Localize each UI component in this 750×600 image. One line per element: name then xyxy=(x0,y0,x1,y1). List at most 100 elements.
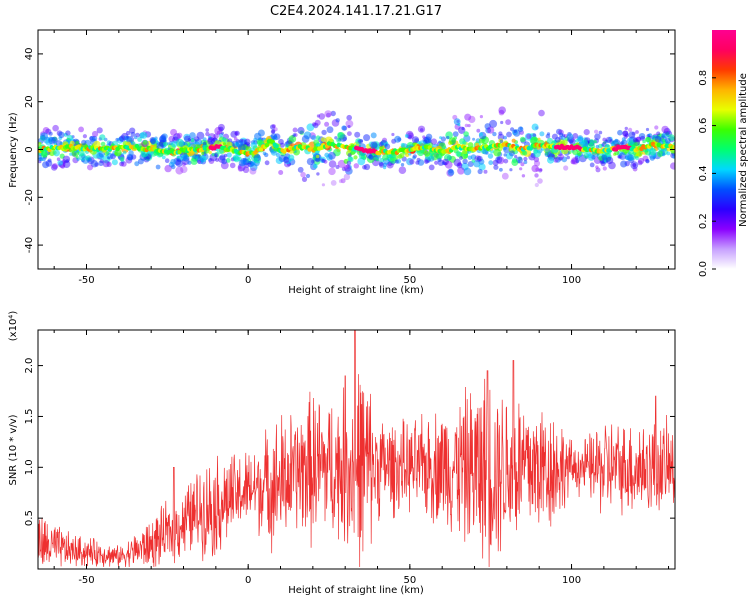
heatmap-cell xyxy=(211,153,215,157)
y-tick-label: -40 xyxy=(24,237,35,253)
heatmap-cell xyxy=(195,155,199,159)
heatmap-cell xyxy=(278,138,284,145)
heatmap-cell xyxy=(40,132,48,141)
heatmap-cell xyxy=(533,156,540,163)
heatmap-cell xyxy=(271,124,276,129)
heatmap-cell xyxy=(574,156,579,160)
heatmap-cell xyxy=(422,135,426,139)
heatmap-cell xyxy=(427,139,432,143)
heatmap-cell xyxy=(598,130,603,135)
heatmap-cell xyxy=(632,137,638,143)
heatmap-cell xyxy=(457,167,465,175)
heatmap-cell xyxy=(341,166,347,172)
heatmap-cell xyxy=(316,114,320,118)
heatmap-cell xyxy=(305,173,311,179)
heatmap-cell xyxy=(57,160,63,166)
heatmap-cell xyxy=(52,124,59,132)
heatmap-cell xyxy=(208,150,212,155)
heatmap-cell xyxy=(560,135,566,141)
heatmap-cell xyxy=(338,179,343,184)
heatmap-cell xyxy=(264,160,270,166)
heatmap-cell xyxy=(514,155,518,159)
heatmap-cell xyxy=(499,139,504,144)
heatmap-cell xyxy=(566,133,574,141)
heatmap-cell xyxy=(353,155,358,160)
heatmap-cell xyxy=(476,128,481,133)
heatmap-cell xyxy=(656,131,661,136)
heatmap-cell xyxy=(250,142,258,149)
heatmap-cell xyxy=(526,133,532,139)
heatmap-cell xyxy=(602,137,607,142)
colorbar-tick-label: 0.8 xyxy=(698,70,709,86)
snr-panel: -50 0 50 100 0.5 1.0 1.5 2.0 Height of straight… xyxy=(8,311,676,596)
x-tick-label: -50 xyxy=(78,575,94,586)
heatmap-cell xyxy=(202,137,207,142)
heatmap-cell xyxy=(194,136,200,142)
heatmap-cell xyxy=(221,131,224,135)
heatmap-cell xyxy=(90,160,99,168)
heatmap-cell xyxy=(455,151,461,157)
heatmap-cell xyxy=(315,154,320,159)
heatmap-cell xyxy=(467,155,473,160)
heatmap-cell xyxy=(399,152,405,158)
spectrogram-ticks: -50 0 50 100 -40 -20 0 20 40 xyxy=(24,30,675,286)
x-tick-label: 0 xyxy=(245,275,251,286)
heatmap-cell xyxy=(234,131,239,136)
heatmap-cell xyxy=(65,130,71,136)
x-tick-label: -50 xyxy=(78,275,94,286)
heatmap-cell xyxy=(42,126,50,134)
heatmap-cell xyxy=(233,155,240,163)
heatmap-cell xyxy=(133,135,138,140)
heatmap-cell xyxy=(506,131,512,138)
heatmap-cell xyxy=(406,157,414,166)
heatmap-cell xyxy=(312,122,319,129)
heatmap-cell xyxy=(335,165,340,169)
heatmap-cell xyxy=(630,161,639,170)
heatmap-cell xyxy=(547,156,555,164)
heatmap-cell xyxy=(216,130,221,135)
heatmap-cell xyxy=(546,137,554,145)
colorbar-tick-label: 0.0 xyxy=(698,261,709,277)
heatmap-cell xyxy=(632,163,637,167)
heatmap-cell xyxy=(382,154,389,161)
heatmap-cell xyxy=(559,132,564,137)
heatmap-cell xyxy=(440,136,446,142)
colorbar-tick-label: 0.6 xyxy=(698,118,709,134)
heatmap-cell xyxy=(640,135,646,141)
heatmap-cell xyxy=(406,132,414,140)
heatmap-cell xyxy=(539,131,545,137)
heatmap-cell xyxy=(312,156,316,160)
heatmap-cell xyxy=(605,139,610,144)
heatmap-cell xyxy=(645,127,650,132)
heatmap-cell xyxy=(362,165,367,170)
heatmap-cell xyxy=(106,161,112,167)
heatmap-cell xyxy=(344,164,352,172)
heatmap-cell xyxy=(69,152,73,156)
heatmap-cell xyxy=(576,150,582,156)
heatmap-cell xyxy=(632,163,637,168)
y-tick-label: 40 xyxy=(24,48,35,61)
heatmap-cell xyxy=(672,145,675,150)
heatmap-cell xyxy=(618,152,627,160)
heatmap-cell xyxy=(273,127,278,132)
heatmap-cell xyxy=(370,141,378,149)
heatmap-cell xyxy=(384,143,391,150)
heatmap-cell xyxy=(570,159,576,165)
heatmap-cell xyxy=(453,118,461,126)
heatmap-cell xyxy=(102,160,110,168)
heatmap-cell xyxy=(407,134,412,139)
heatmap-cell xyxy=(566,155,570,160)
heatmap-cell xyxy=(502,146,507,151)
heatmap-cell xyxy=(96,127,103,134)
heatmap-cell xyxy=(463,167,472,176)
snr-xlabel: Height of straight line (km) xyxy=(288,585,424,596)
heatmap-cell xyxy=(207,137,216,145)
heatmap-cell xyxy=(235,140,244,148)
heatmap-cell xyxy=(666,151,671,156)
heatmap-cell xyxy=(134,161,140,167)
heatmap-cell xyxy=(524,133,533,141)
heatmap-cell xyxy=(278,154,286,163)
heatmap-cell xyxy=(511,138,516,143)
heatmap-cell xyxy=(488,160,494,166)
heatmap-cell xyxy=(632,166,638,172)
